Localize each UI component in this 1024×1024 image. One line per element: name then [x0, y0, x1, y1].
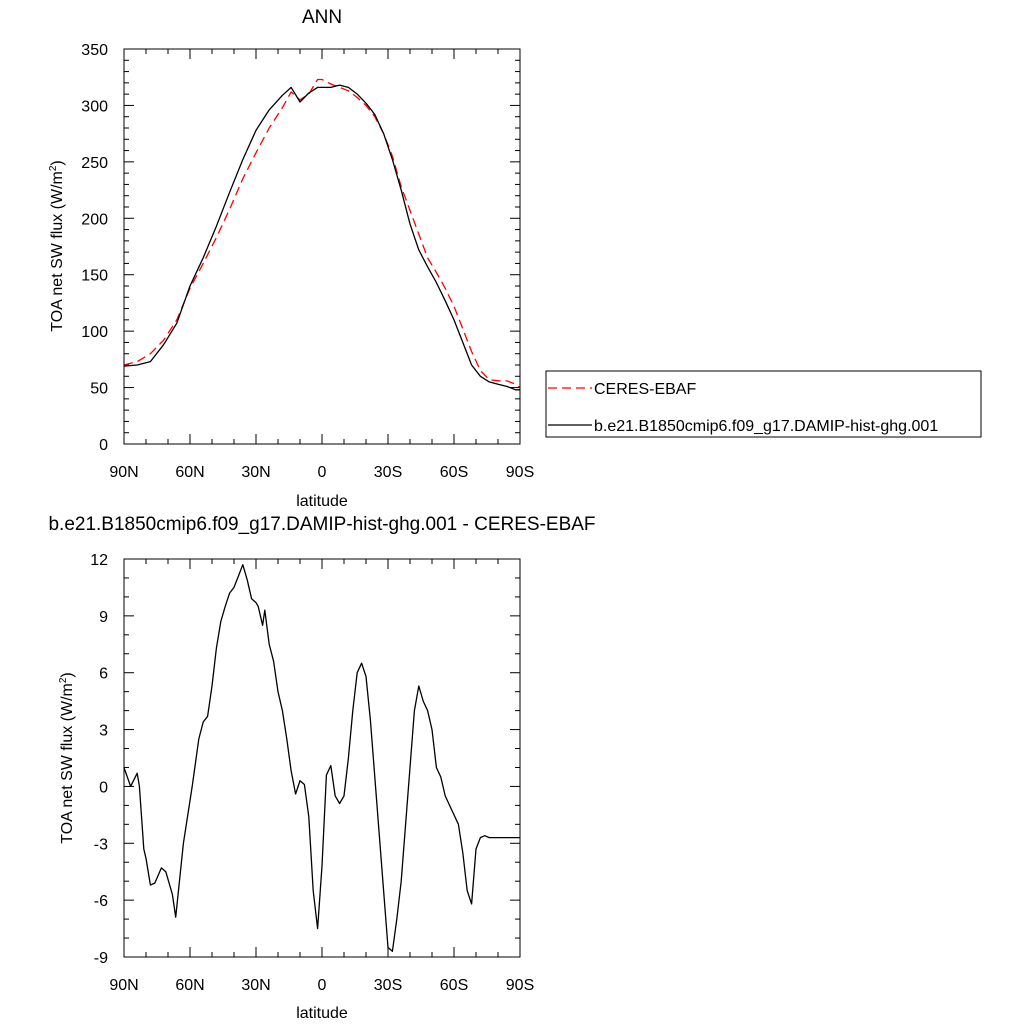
top-y-axis-label-sup: 2 [48, 165, 59, 171]
top-xtick-label: 60S [440, 464, 468, 481]
top-xtick-label: 30S [374, 464, 402, 481]
top-xtick-label: 90S [506, 464, 534, 481]
bottom-xtick-label: 90N [109, 977, 138, 994]
top-y-axis-label: TOA net SW flux (W/m2) [48, 160, 66, 332]
top-ytick-label: 100 [81, 324, 108, 341]
bottom-y-tick-labels: -9 -6 -3 0 3 6 9 12 [90, 552, 108, 967]
top-ytick-label: 350 [81, 42, 108, 59]
top-series-group [123, 78, 521, 391]
bottom-y-axis-label: TOA net SW flux (W/m2) [58, 672, 76, 844]
top-panel: ANN 0 50 100 150 200 250 300 350 90N 60N 30N 0 30S 6… [48, 7, 982, 510]
bottom-panel: b.e21.B1850cmip6.f09_g17.DAMIP-hist-ghg.… [48, 514, 595, 1022]
bottom-xtick-label: 90S [506, 977, 534, 994]
bottom-y-axis-label-main: TOA net SW flux (W/m [59, 683, 76, 844]
bottom-ytick-label: 12 [90, 552, 108, 569]
bottom-y-axis-label-sup: 2 [58, 677, 69, 683]
bottom-chart-title: b.e21.B1850cmip6.f09_g17.DAMIP-hist-ghg.… [48, 514, 595, 535]
top-xtick-label: 90N [109, 464, 138, 481]
bottom-x-tick-labels: 90N 60N 30N 0 30S 60S 90S [109, 977, 534, 994]
bottom-y-axis-label-close: ) [59, 672, 76, 677]
bottom-xtick-label: 60S [440, 977, 468, 994]
top-ytick-label: 0 [99, 437, 108, 454]
top-y-tick-labels: 0 50 100 150 200 250 300 350 [81, 42, 108, 454]
top-axis-ticks [123, 48, 521, 445]
bottom-ytick-label: -3 [94, 836, 108, 853]
bottom-x-axis-label: latitude [296, 1005, 348, 1022]
bottom-plot-frame [123, 558, 521, 958]
bottom-series-line-0 [123, 564, 520, 952]
top-x-axis-label: latitude [296, 493, 348, 510]
top-series-line-1 [123, 84, 520, 391]
top-y-axis-label-close: ) [49, 160, 66, 165]
bottom-ytick-label: 6 [99, 666, 108, 683]
bottom-ytick-label: -6 [94, 893, 108, 910]
bottom-xtick-label: 60N [175, 977, 204, 994]
bottom-ytick-label: 9 [99, 609, 108, 626]
bottom-xtick-label: 30N [241, 977, 270, 994]
top-ytick-label: 300 [81, 98, 108, 115]
top-ytick-label: 150 [81, 268, 108, 285]
top-series-line-0 [123, 78, 521, 389]
top-xtick-label: 0 [318, 464, 327, 481]
legend: CERES-EBAF b.e21.B1850cmip6.f09_g17.DAMI… [545, 370, 982, 438]
bottom-ytick-label: 0 [99, 779, 108, 796]
top-y-axis-label-main: TOA net SW flux (W/m [49, 171, 66, 332]
legend-box [545, 370, 982, 438]
bottom-ytick-label: 3 [99, 723, 108, 740]
top-plot-frame [123, 48, 521, 445]
bottom-ytick-label: -9 [94, 950, 108, 967]
top-ytick-label: 50 [90, 381, 108, 398]
bottom-xtick-label: 0 [318, 977, 327, 994]
bottom-axis-ticks [123, 558, 521, 958]
legend-label-model: b.e21.B1850cmip6.f09_g17.DAMIP-hist-ghg.… [594, 418, 938, 435]
bottom-series-group [123, 564, 520, 952]
top-ytick-label: 250 [81, 155, 108, 172]
top-x-tick-labels: 90N 60N 30N 0 30S 60S 90S [109, 464, 534, 481]
top-xtick-label: 60N [175, 464, 204, 481]
top-chart-title: ANN [302, 7, 342, 28]
top-ytick-label: 200 [81, 211, 108, 228]
legend-label-ceres: CERES-EBAF [594, 381, 696, 398]
top-xtick-label: 30N [241, 464, 270, 481]
bottom-xtick-label: 30S [374, 977, 402, 994]
